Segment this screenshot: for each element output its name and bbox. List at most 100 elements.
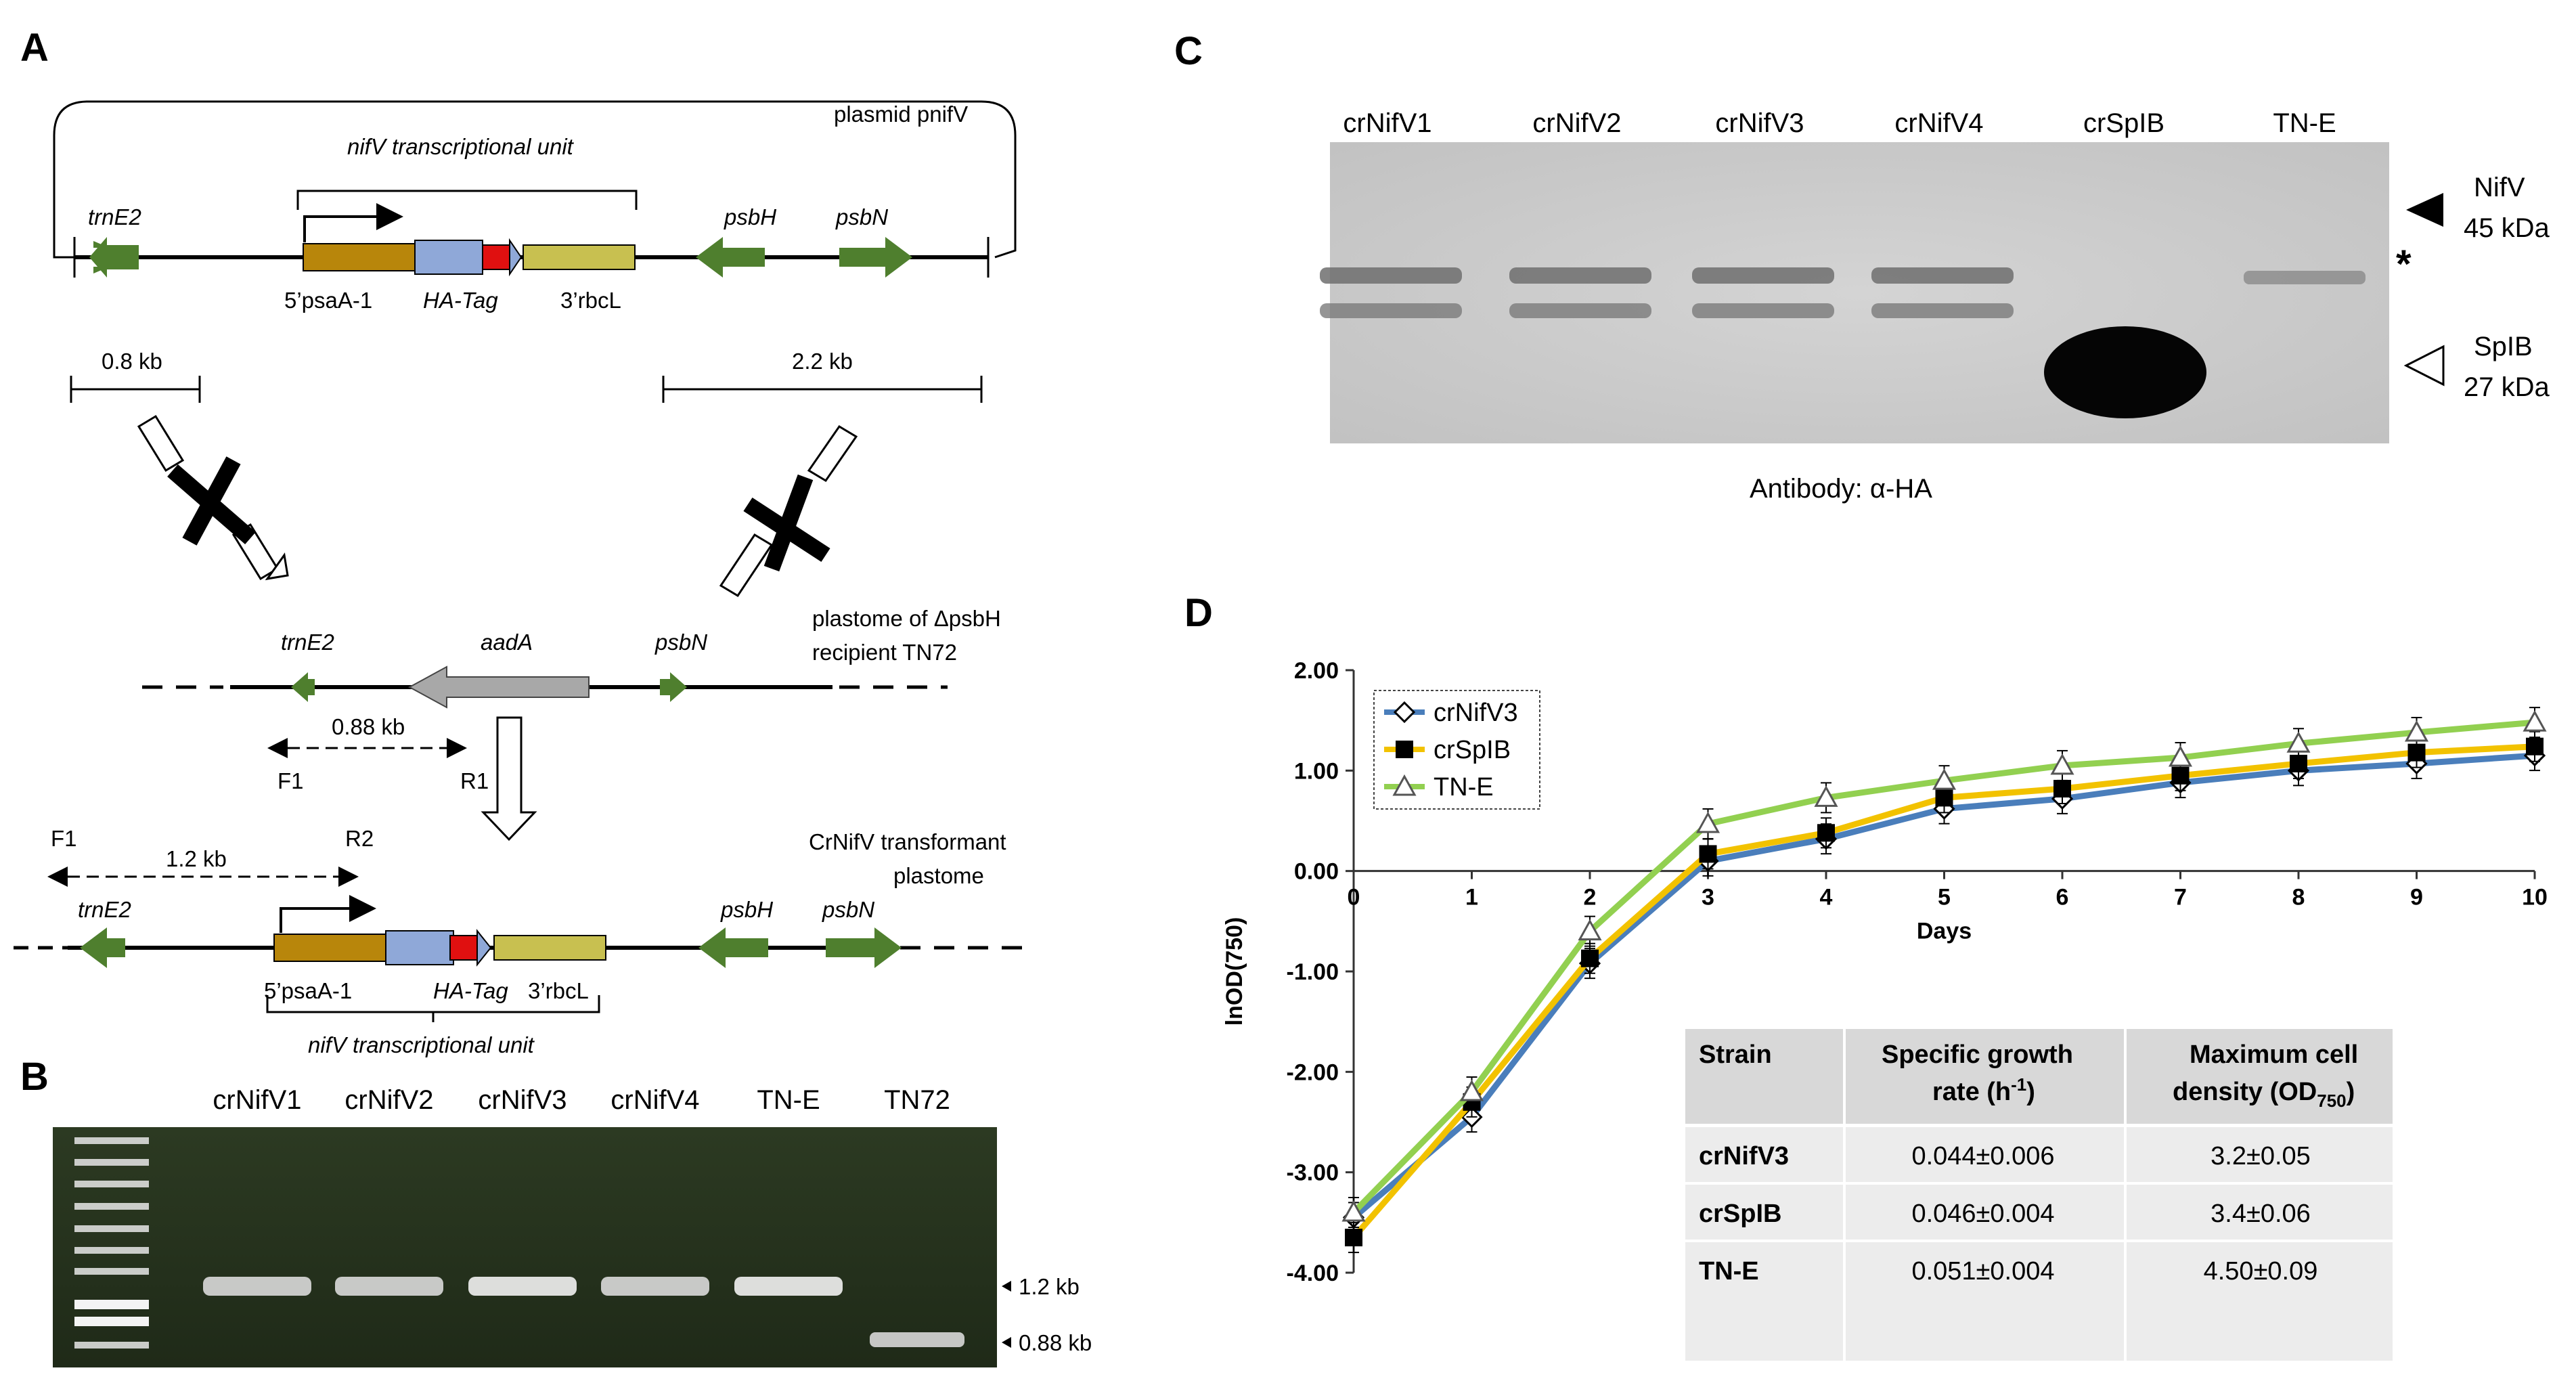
hatag-bottom-label: HA-Tag xyxy=(433,978,508,1003)
psbh-gene xyxy=(696,237,765,278)
spib-size: 27 kDa xyxy=(2464,372,2550,402)
spib-arrowhead xyxy=(2403,345,2445,387)
table-strain-cell: TN-E xyxy=(1699,1257,1759,1286)
dna-ladder xyxy=(74,1137,149,1349)
data-point xyxy=(1932,768,1957,790)
crossover-left xyxy=(137,414,289,581)
psaa-bottom-label: 5’psaA-1 xyxy=(264,978,352,1003)
rbcl-bottom-label: 3’rbcL xyxy=(528,978,589,1003)
growth-table: Strain Specific growth rate (h-1) Maximu… xyxy=(1685,1029,2393,1361)
blot-band-upper xyxy=(1692,267,1834,284)
x-tick-label: 6 xyxy=(2056,885,2069,911)
table-value-cell: 0.044±0.006 xyxy=(1911,1142,2054,1170)
primer-r1-label: R1 xyxy=(460,768,489,793)
data-point xyxy=(2050,753,2074,775)
psbn-label: psbN xyxy=(835,204,888,229)
nifv-arrowhead xyxy=(2406,193,2443,227)
table-header-growth-rate-1: Specific growth xyxy=(1882,1040,2073,1069)
table-strain-cell: crSpIB xyxy=(1699,1200,1781,1228)
blot-lane-label: TN-E xyxy=(2273,108,2336,138)
gel-band-12kb xyxy=(203,1277,311,1296)
blot-band-upper xyxy=(2244,271,2366,284)
x-axis-label: Days xyxy=(1917,919,1972,944)
nifv-unit-bottom-label: nifV transcriptional unit xyxy=(308,1032,535,1057)
gel-size-12: 1.2 kb xyxy=(1019,1274,1080,1299)
gel-lane-label: crNifV2 xyxy=(345,1085,433,1115)
psbn-bottom-label: psbN xyxy=(822,897,874,922)
gel-lane-label: crNifV1 xyxy=(213,1085,301,1115)
data-point xyxy=(1581,949,1599,967)
data-point xyxy=(2286,731,2311,753)
aada-label: aadA xyxy=(481,630,533,655)
gel-band-12kb xyxy=(734,1277,843,1296)
chart-legend: crNifV3 crSpIB TN-E xyxy=(1373,690,1540,810)
dist-12-label: 1.2 kb xyxy=(166,846,227,871)
blot-band-lower xyxy=(1692,303,1834,318)
x-tick-label: 8 xyxy=(2292,885,2305,911)
y-tick-label: -3.00 xyxy=(1287,1160,1339,1186)
gel-band-088kb xyxy=(870,1332,964,1347)
western-blot xyxy=(1330,142,2389,443)
primer-r1-mid xyxy=(447,738,467,758)
gel-lane-label: TN-E xyxy=(757,1085,820,1115)
y-axis-label: lnOD(750) xyxy=(1222,917,1247,1026)
psbh-bottom xyxy=(698,927,768,968)
legend-label: crNifV3 xyxy=(1434,699,1518,727)
transformant-label-1: CrNifV transformant xyxy=(809,829,1006,854)
psbn-mid xyxy=(660,672,687,702)
agarose-gel xyxy=(53,1127,997,1367)
table-header-strain: Strain xyxy=(1699,1040,1772,1069)
primer-f1-top-label: F1 xyxy=(51,826,77,851)
x-tick-label: 5 xyxy=(1938,885,1951,911)
crossover-right xyxy=(719,424,858,598)
data-point xyxy=(1459,1079,1484,1101)
blot-band-lower xyxy=(1509,303,1651,318)
gel-lane-label: crNifV3 xyxy=(478,1085,567,1115)
psaa-box xyxy=(303,243,416,271)
psbh-bottom-label: psbH xyxy=(720,897,773,922)
recombination-arrow xyxy=(481,716,537,841)
gel-band-12kb xyxy=(468,1277,577,1296)
trne2-label: trnE2 xyxy=(88,204,141,229)
plasmid-outline xyxy=(53,100,1017,259)
data-point xyxy=(1695,811,1720,833)
nonspecific-star: * xyxy=(2396,242,2412,286)
psaa-label: 5’psaA-1 xyxy=(284,288,372,313)
blot-lane-label: crNifV4 xyxy=(1894,108,1983,138)
x-tick-label: 7 xyxy=(2174,885,2187,911)
y-tick-label: 2.00 xyxy=(1294,658,1339,684)
ha-tag-box xyxy=(414,240,483,275)
data-point xyxy=(1396,741,1413,758)
x-tick-label: 4 xyxy=(1820,885,1833,911)
blot-band-upper xyxy=(1320,267,1462,284)
rbcl-label: 3’rbcL xyxy=(560,288,621,313)
table-strain-cell: crNifV3 xyxy=(1699,1142,1789,1170)
blot-lane-label: crNifV1 xyxy=(1343,108,1431,138)
y-tick-label: -2.00 xyxy=(1287,1059,1339,1085)
nifv-unit-label: nifV transcriptional unit xyxy=(347,134,575,159)
gel-size-088: 0.88 kb xyxy=(1019,1330,1092,1355)
table-value-cell: 3.2±0.05 xyxy=(2211,1142,2311,1170)
x-tick-label: 2 xyxy=(1584,885,1597,911)
x-tick-label: 9 xyxy=(2410,885,2423,911)
blot-band-upper xyxy=(1871,267,2014,284)
primer-f1-mid xyxy=(267,738,288,758)
data-point xyxy=(2053,780,2071,798)
transformant-label-2: plastome xyxy=(893,863,984,888)
data-point xyxy=(2526,737,2544,755)
panel-label-d: D xyxy=(1184,591,1213,635)
table-value-cell: 4.50±0.09 xyxy=(2204,1257,2318,1286)
trne2-bottom xyxy=(80,927,125,968)
primer-f1-bottom xyxy=(47,867,68,887)
data-point xyxy=(1392,774,1417,796)
recipient-label-2: recipient TN72 xyxy=(812,640,957,665)
table-value-cell: 0.046±0.004 xyxy=(1911,1200,2054,1228)
ha-tag-red xyxy=(482,244,510,270)
plasmid-label: plasmid pnifV xyxy=(834,102,968,127)
hatag-label: HA-Tag xyxy=(423,288,498,313)
table-value-cell: 3.4±0.06 xyxy=(2211,1200,2311,1228)
table-header-density-1: Maximum cell xyxy=(2190,1040,2358,1069)
x-tick-label: 1 xyxy=(1465,885,1478,911)
dist-right: 2.2 kb xyxy=(792,349,853,374)
promoter-arrow xyxy=(303,203,403,242)
